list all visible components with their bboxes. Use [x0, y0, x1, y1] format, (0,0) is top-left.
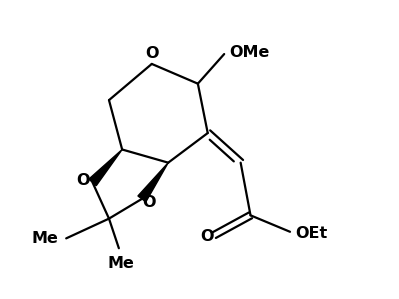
Text: Me: Me — [31, 231, 58, 246]
Text: Me: Me — [107, 257, 134, 271]
Text: OEt: OEt — [295, 226, 327, 241]
Polygon shape — [138, 163, 168, 202]
Text: O: O — [142, 195, 156, 210]
Text: O: O — [200, 229, 214, 244]
Text: O: O — [145, 46, 158, 61]
Text: OMe: OMe — [229, 45, 269, 60]
Polygon shape — [89, 150, 122, 186]
Text: O: O — [77, 173, 90, 188]
